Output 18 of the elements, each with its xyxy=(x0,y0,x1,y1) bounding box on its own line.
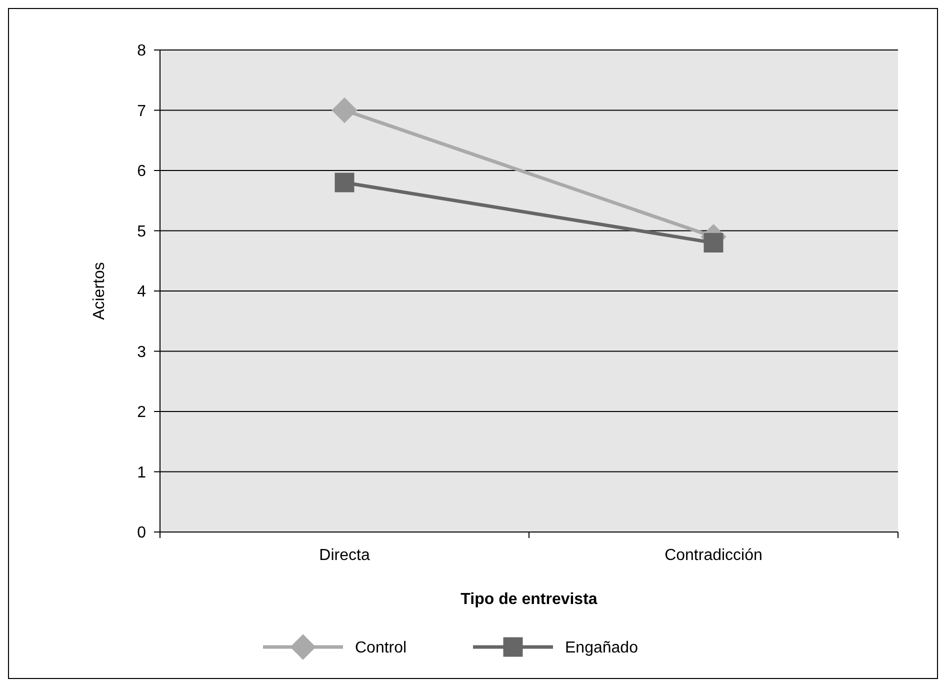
y-tick-label: 7 xyxy=(137,102,146,120)
y-tick-label: 4 xyxy=(137,284,146,301)
point xyxy=(332,97,358,124)
y-axis-title: Aciertos xyxy=(91,262,108,320)
y-tick-label: 5 xyxy=(137,223,146,240)
y-tick-label: 3 xyxy=(137,344,146,361)
y-tick-label: 2 xyxy=(137,404,146,422)
legend-label: Engañado xyxy=(565,640,638,657)
y-tick-label: 8 xyxy=(137,42,146,60)
legend-label: Control xyxy=(355,640,407,657)
point xyxy=(704,233,724,253)
x-tick-label: Contradicción xyxy=(664,547,762,564)
y-tick-label: 1 xyxy=(137,464,146,482)
y-tick-label: 0 xyxy=(137,524,146,542)
point xyxy=(334,172,354,192)
x-tick-label: Directa xyxy=(319,547,370,564)
y-tick-label: 6 xyxy=(137,163,146,180)
x-axis-title: Tipo de entrevista xyxy=(460,591,598,608)
